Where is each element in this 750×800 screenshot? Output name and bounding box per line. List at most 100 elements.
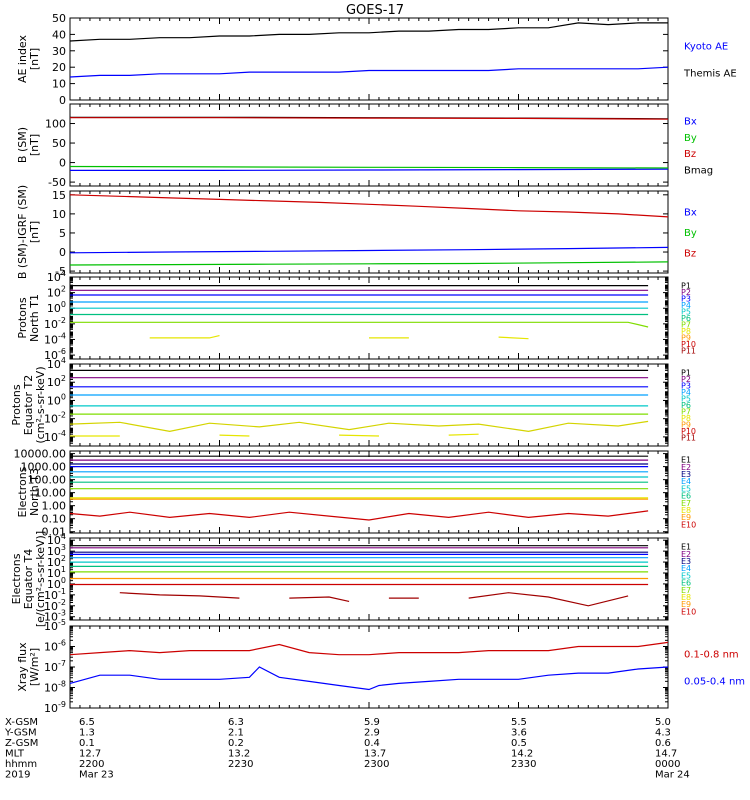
- series-line-14: [468, 592, 629, 607]
- footer-value: 2300: [364, 759, 389, 770]
- panel-frame: [69, 276, 669, 360]
- series-line-1: [69, 22, 668, 42]
- y-axis-label: AE index: [16, 34, 29, 83]
- y-tick-label: 20: [52, 61, 66, 74]
- y-tick-label: 50: [52, 12, 66, 25]
- series-line-2: [70, 117, 669, 120]
- legend-entry: P4: [681, 388, 691, 397]
- series-line-7: [70, 321, 649, 328]
- legend-entry: P9: [681, 334, 691, 343]
- y-tick-label: 10.00: [35, 487, 67, 500]
- y-tick-label: 0: [59, 157, 66, 170]
- panel-frame: [69, 450, 669, 534]
- panel-3: -5 0 5 10 15 B (SM)-IGRF (SM) [nT] Bx By Bz: [16, 185, 697, 279]
- series-line-11: [448, 433, 479, 436]
- legend-entry: E9: [681, 513, 691, 522]
- series-line-2: [69, 246, 669, 254]
- legend-entry: E6: [681, 492, 691, 501]
- footer-value: 2230: [228, 759, 253, 770]
- panel-frame: [69, 103, 669, 187]
- legend-entry: Bx: [684, 208, 697, 219]
- y-axis-label: Protons: [16, 297, 29, 338]
- legend-entry: Bx: [684, 116, 697, 127]
- y-axis-label: [e/(cm²-s-sr-keV)]: [34, 531, 47, 627]
- y-tick-label: 10: [52, 78, 66, 91]
- footer-value: 0000: [655, 759, 680, 770]
- series-line-2: [69, 666, 669, 691]
- y-tick-label: 10-1: [44, 587, 66, 602]
- legend-entry: E8: [681, 506, 691, 515]
- legend-entry: Bmag: [684, 166, 713, 177]
- legend-entry: P7: [681, 408, 691, 417]
- panel-2: -50 0 50 100 B (SM) [nT] Bx By Bz Bmag: [16, 103, 713, 189]
- plot-title: GOES-17: [346, 3, 404, 18]
- series-line-11: [69, 510, 649, 521]
- series-line-4: [70, 168, 669, 171]
- footer-value: 1.3: [79, 728, 95, 739]
- y-tick-label: 0.10: [42, 513, 67, 526]
- y-axis-label: Equator T4: [22, 549, 35, 609]
- y-tick-label: -5: [55, 265, 66, 278]
- legend-entry: P1: [681, 281, 691, 290]
- series-line-3: [69, 165, 669, 169]
- y-tick-label: 15: [52, 189, 66, 202]
- y-tick-label: 0: [59, 246, 66, 259]
- y-tick-label: 104: [47, 356, 66, 371]
- y-tick-label: 0: [59, 94, 66, 107]
- series-line-10: [339, 434, 380, 437]
- footer-value: 4.3: [655, 728, 671, 739]
- legend-entry: E7: [681, 499, 691, 508]
- y-axis-label: B (SM): [16, 127, 29, 163]
- footer-value: Mar 24: [655, 770, 690, 781]
- series-line-12: [289, 596, 350, 602]
- footer-row-label: Y-GSM: [4, 728, 37, 739]
- y-tick-label: 100: [45, 118, 66, 131]
- y-tick-label: 104: [47, 269, 66, 284]
- legend-entry: E9: [681, 600, 691, 609]
- legend-entry: P2: [681, 288, 691, 297]
- footer-value: 0.1: [79, 738, 95, 749]
- y-axis-label: Protons: [10, 384, 23, 425]
- panel-frame: [69, 17, 669, 101]
- y-tick-label: 10-6: [44, 347, 66, 362]
- legend-entry: Themis AE: [683, 69, 737, 80]
- footer-value: 0.6: [655, 738, 671, 749]
- y-axis-label: [W/m²]: [28, 648, 41, 686]
- footer-value: 2.9: [364, 728, 380, 739]
- y-tick-label: 10-2: [44, 411, 66, 426]
- footer-value: 14.7: [655, 749, 677, 760]
- y-axis-label: Electrons: [16, 466, 29, 517]
- series-line-1: [69, 641, 669, 656]
- y-tick-label: 100: [47, 392, 66, 407]
- y-axis-label: Electrons: [10, 553, 23, 604]
- panel-frame: [69, 190, 669, 274]
- footer-value: 2.1: [228, 728, 244, 739]
- legend-entry: P8: [681, 327, 691, 336]
- legend-entry: E1: [681, 456, 691, 465]
- panel-frame: [69, 363, 669, 447]
- footer-value: 12.7: [79, 749, 101, 760]
- legend-entry: Kyoto AE: [684, 41, 728, 52]
- legend-entry: E4: [681, 564, 691, 573]
- series-line-8: [149, 335, 220, 339]
- legend-entry: E1: [681, 543, 691, 552]
- footer-row-label: Z-GSM: [5, 738, 38, 749]
- legend-entry: E6: [681, 579, 691, 588]
- legend-entry: E5: [681, 484, 691, 493]
- footer-value: 0.5: [511, 738, 527, 749]
- y-tick-label: 100.00: [28, 474, 67, 487]
- legend-entry: E3: [681, 470, 691, 479]
- y-tick-label: 10-4: [44, 429, 66, 444]
- footer-value: 6.3: [228, 717, 244, 728]
- footer-value: 13.7: [364, 749, 386, 760]
- y-axis-label: B (SM)-IGRF (SM): [16, 185, 29, 279]
- footer-value: 3.6: [511, 728, 527, 739]
- y-axis-label: [nT]: [28, 134, 41, 156]
- series-line-11: [119, 592, 240, 599]
- series-line-9: [219, 434, 250, 437]
- footer-value: 5.0: [655, 717, 671, 728]
- legend-entry: P7: [681, 321, 691, 330]
- series-line-7: [69, 420, 649, 433]
